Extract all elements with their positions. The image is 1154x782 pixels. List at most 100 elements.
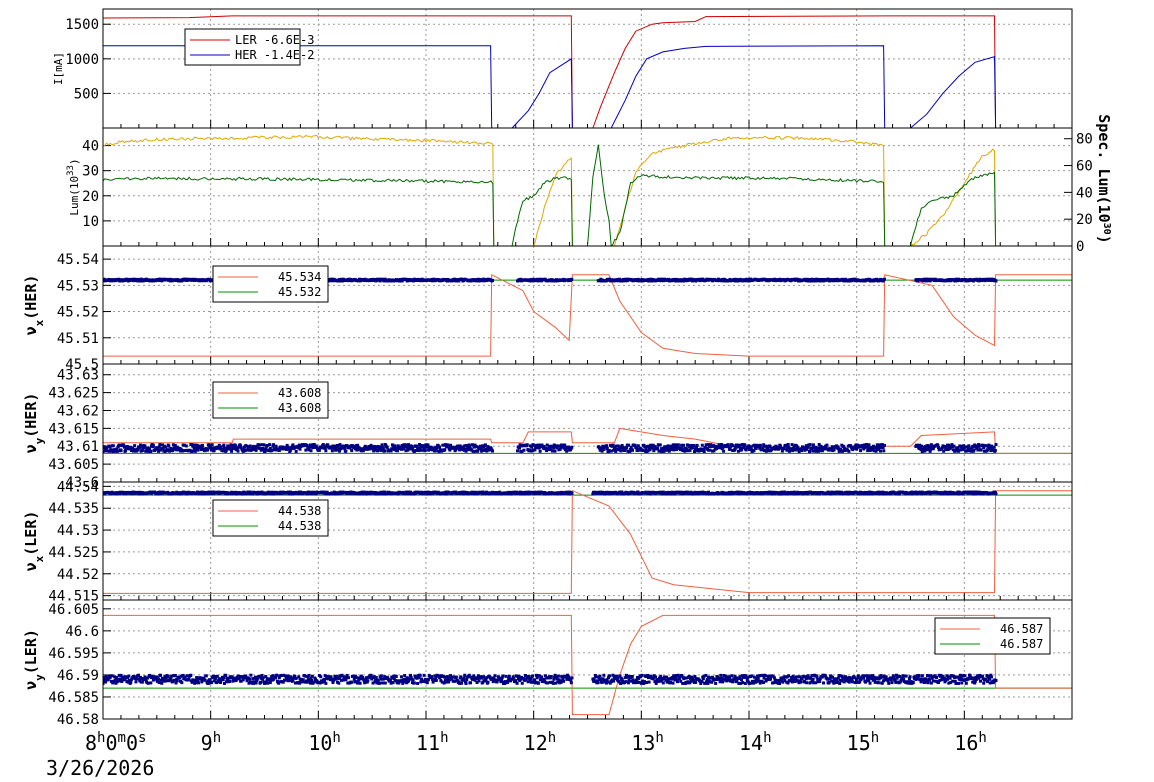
measured-point: [415, 444, 419, 448]
measured-point: [245, 679, 249, 683]
measured-point: [706, 443, 710, 447]
measured-point: [232, 446, 236, 450]
measured-point: [463, 444, 467, 448]
measured-point: [292, 676, 296, 680]
measured-point: [195, 444, 199, 448]
measured-point: [123, 677, 127, 681]
measured-point: [836, 445, 840, 449]
measured-point: [403, 445, 407, 449]
y-axis-label: Lum(1033): [66, 158, 81, 215]
measured-point: [460, 681, 464, 685]
measured-point: [238, 674, 242, 678]
measured-point: [454, 448, 458, 452]
measured-point: [472, 674, 476, 678]
measured-point: [326, 443, 330, 447]
measured-point: [306, 678, 310, 682]
measured-point: [699, 447, 703, 451]
measured-point: [660, 447, 664, 451]
measured-point: [356, 681, 360, 685]
measured-point: [105, 676, 109, 680]
measured-point: [174, 681, 178, 685]
measured-point: [454, 675, 458, 679]
measured-point: [468, 444, 472, 448]
measured-point: [988, 446, 992, 450]
measured-point: [308, 679, 312, 683]
measured-point: [666, 444, 670, 448]
measured-point: [657, 449, 661, 453]
ytick-label: 46.595: [48, 646, 99, 662]
measured-point: [298, 447, 302, 451]
measured-point: [151, 443, 155, 447]
measured-point: [744, 448, 748, 452]
measured-point: [930, 444, 934, 448]
measured-point: [228, 446, 232, 450]
measured-point: [950, 443, 954, 447]
measured-point: [708, 448, 712, 452]
measured-point: [458, 448, 462, 452]
measured-point: [259, 680, 263, 684]
measured-point: [866, 449, 870, 453]
measured-point: [789, 447, 793, 451]
measured-point: [149, 681, 153, 685]
measured-point: [129, 448, 133, 452]
measured-point: [665, 448, 669, 452]
ytick-label: 44.525: [48, 545, 99, 561]
measured-point: [255, 677, 259, 681]
measured-point: [189, 673, 193, 677]
measured-point: [364, 678, 368, 682]
legend-box: [212, 499, 329, 537]
measured-point: [623, 448, 627, 452]
measured-point: [971, 444, 975, 448]
measured-point: [164, 679, 168, 683]
measured-point: [743, 443, 747, 447]
legend-label: 43.608: [278, 401, 321, 415]
measured-point: [304, 448, 308, 452]
measured-point: [790, 443, 794, 447]
measured-point: [181, 673, 185, 677]
measured-point: [325, 674, 329, 678]
measured-point: [716, 446, 720, 450]
measured-point: [476, 674, 480, 678]
measured-point: [161, 446, 165, 450]
ytick-label: 500: [74, 86, 99, 102]
measured-point: [381, 677, 385, 681]
measured-point: [768, 444, 772, 448]
measured-point: [363, 681, 367, 685]
measured-point: [225, 676, 229, 680]
measured-point: [375, 681, 379, 685]
measured-point: [469, 681, 473, 685]
measured-point: [540, 443, 544, 447]
measured-point: [628, 449, 632, 453]
measured-point: [786, 443, 790, 447]
measured-point: [981, 443, 985, 447]
measured-point: [898, 492, 902, 496]
measured-point: [992, 445, 996, 449]
measured-point: [758, 443, 762, 447]
measured-point: [257, 443, 261, 447]
measured-point: [383, 449, 387, 453]
plot-area: [103, 614, 1072, 716]
measured-point: [879, 446, 883, 450]
measured-point: [127, 678, 131, 682]
measured-point: [310, 674, 314, 678]
measured-point: [994, 443, 998, 447]
measured-point: [374, 678, 378, 682]
measured-point: [248, 444, 252, 448]
measured-point: [358, 681, 362, 685]
measured-point: [323, 444, 327, 448]
measured-point: [517, 446, 521, 450]
measured-point: [160, 681, 164, 685]
measured-point: [372, 675, 376, 679]
measured-point: [780, 449, 784, 453]
measured-point: [113, 675, 117, 679]
measured-point: [691, 446, 695, 450]
measured-point: [371, 681, 375, 685]
ytick-label: 46.58: [57, 712, 99, 728]
measured-point: [810, 446, 814, 450]
measured-point: [726, 443, 730, 447]
measured-point: [931, 447, 935, 451]
measured-point: [868, 448, 872, 452]
measured-point: [867, 443, 871, 447]
